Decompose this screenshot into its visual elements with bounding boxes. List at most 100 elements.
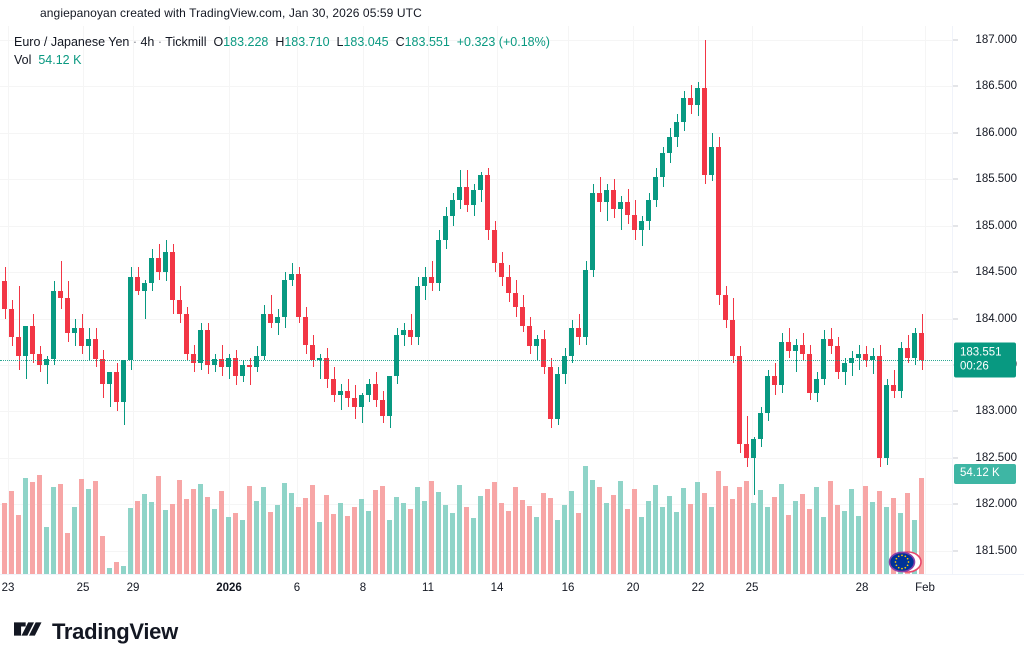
candle-body bbox=[723, 295, 728, 321]
candle-body bbox=[520, 307, 525, 326]
volume-bar bbox=[856, 515, 861, 574]
volume-bar bbox=[870, 502, 875, 574]
volume-bar bbox=[142, 494, 147, 574]
time-axis-label: 25 bbox=[76, 582, 90, 594]
candle-body bbox=[65, 298, 70, 333]
candle-body bbox=[429, 276, 434, 284]
volume-bar bbox=[401, 503, 406, 574]
volume-bar bbox=[807, 509, 812, 574]
candle-body bbox=[415, 286, 420, 338]
volume-bar bbox=[429, 480, 434, 574]
volume-bar bbox=[660, 507, 665, 574]
legend-change-value: +0.323 (+0.18%) bbox=[456, 35, 550, 49]
volume-bar bbox=[331, 514, 336, 574]
volume-bar bbox=[828, 480, 833, 574]
gridline-vertical bbox=[497, 26, 498, 574]
candle-body bbox=[884, 385, 889, 458]
candle-body bbox=[611, 190, 616, 209]
volume-bar bbox=[786, 515, 791, 574]
volume-bar bbox=[450, 513, 455, 574]
chart-canvas[interactable] bbox=[0, 26, 952, 574]
volume-bar bbox=[37, 474, 42, 574]
last-price-line-dotted bbox=[0, 360, 952, 362]
candle-wick bbox=[47, 355, 48, 384]
gridline-horizontal bbox=[0, 86, 952, 87]
legend-volume-row: Vol 54.12 K bbox=[14, 52, 550, 69]
candle-body bbox=[114, 372, 119, 403]
volume-bar bbox=[772, 497, 777, 574]
candle-wick bbox=[145, 279, 146, 319]
last-price-badge[interactable]: 183.551 00:26 bbox=[954, 342, 1016, 378]
candle-body bbox=[380, 400, 385, 417]
volume-bar bbox=[198, 483, 203, 574]
legend-low-value: 183.045 bbox=[343, 35, 389, 49]
volume-bar bbox=[625, 509, 630, 574]
gridline-horizontal bbox=[0, 179, 952, 180]
candle-body bbox=[331, 378, 336, 395]
gridline-vertical bbox=[8, 26, 9, 574]
volume-bar bbox=[268, 512, 273, 574]
volume-bar bbox=[219, 491, 224, 574]
candle-body bbox=[387, 376, 392, 417]
candle-body bbox=[240, 365, 245, 377]
volume-bar bbox=[667, 496, 672, 574]
volume-bar bbox=[639, 516, 644, 574]
candle-wick bbox=[124, 388, 125, 426]
volume-bar bbox=[422, 501, 427, 574]
candle-body bbox=[702, 88, 707, 175]
candle-body bbox=[9, 309, 14, 338]
volume-bar bbox=[184, 499, 189, 574]
volume-bar bbox=[499, 503, 504, 574]
volume-bar bbox=[247, 485, 252, 574]
candle-body bbox=[373, 383, 378, 401]
price-axis[interactable]: 187.000 186.500 186.000 185.500 185.000 184.5… bbox=[952, 26, 1024, 574]
gridline-horizontal bbox=[0, 226, 952, 227]
volume-badge[interactable]: 54.12 K bbox=[954, 463, 1016, 484]
candle-wick bbox=[642, 216, 643, 247]
volume-bar bbox=[646, 501, 651, 574]
price-axis-tick bbox=[953, 271, 958, 273]
volume-bar bbox=[373, 490, 378, 574]
legend-interval[interactable]: 4h bbox=[140, 35, 155, 49]
volume-bar bbox=[149, 502, 154, 574]
gridline-vertical bbox=[698, 26, 699, 574]
volume-bar bbox=[443, 505, 448, 574]
volume-bar bbox=[744, 480, 749, 574]
candle-body bbox=[275, 316, 280, 324]
time-axis-label: 2026 bbox=[216, 582, 242, 594]
bar-countdown: 00:26 bbox=[960, 360, 989, 373]
legend-sep-2: · bbox=[154, 35, 166, 49]
price-axis-tick bbox=[953, 503, 958, 505]
price-axis-tick bbox=[953, 132, 958, 134]
candle-body bbox=[891, 385, 896, 391]
volume-bar bbox=[114, 562, 119, 574]
candle-body bbox=[212, 359, 217, 365]
candle-body bbox=[751, 439, 756, 458]
gridline-horizontal bbox=[0, 458, 952, 459]
volume-bar bbox=[891, 498, 896, 574]
price-axis-label: 181.500 bbox=[975, 544, 1017, 557]
candle-body bbox=[86, 339, 91, 347]
volume-bar bbox=[814, 487, 819, 574]
candle-body bbox=[856, 353, 861, 358]
volume-bar bbox=[653, 484, 658, 574]
time-axis[interactable]: 23 25 29 2026 6 8 11 14 16 20 22 25 28 Feb bbox=[0, 574, 1024, 602]
candle-wick bbox=[537, 335, 538, 361]
candle-body bbox=[618, 202, 623, 209]
price-axis-label: 186.500 bbox=[975, 80, 1017, 93]
candle-body bbox=[562, 355, 567, 375]
candle-body bbox=[863, 353, 868, 361]
candle-body bbox=[646, 199, 651, 222]
legend-volume-label: Vol bbox=[14, 53, 32, 67]
gridline-vertical bbox=[752, 26, 753, 574]
legend-symbol[interactable]: Euro / Japanese Yen bbox=[14, 35, 130, 49]
volume-bar bbox=[93, 480, 98, 574]
volume-bar bbox=[905, 493, 910, 574]
volume-bar bbox=[597, 487, 602, 574]
candle-body bbox=[695, 88, 700, 105]
volume-bar bbox=[527, 506, 532, 574]
legend-high-value: 183.710 bbox=[284, 35, 330, 49]
price-axis-label: 183.000 bbox=[975, 405, 1017, 418]
volume-bar bbox=[44, 526, 49, 574]
candle-body bbox=[786, 341, 791, 352]
